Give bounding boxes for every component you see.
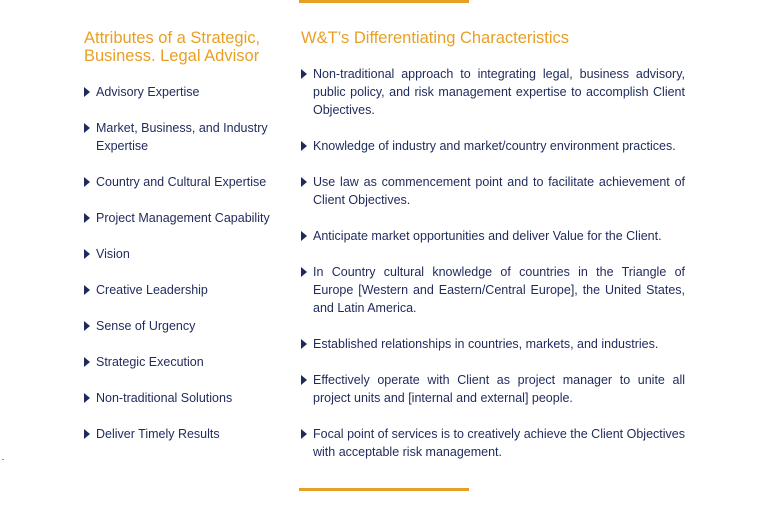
list-item: Creative Leadership — [84, 281, 284, 299]
list-item: Established relationships in countries, … — [301, 335, 685, 353]
list-item: Effectively operate with Client as proje… — [301, 371, 685, 407]
list-item-text: Creative Leadership — [96, 283, 208, 297]
list-item-text: Focal point of services is to creatively… — [313, 427, 685, 459]
triangle-right-icon — [84, 393, 90, 403]
list-item: Sense of Urgency — [84, 317, 284, 335]
triangle-right-icon — [84, 357, 90, 367]
bottom-accent-rule — [299, 488, 469, 491]
list-item-text: Effectively operate with Client as proje… — [313, 373, 685, 405]
list-item: Focal point of services is to creatively… — [301, 425, 685, 461]
triangle-right-icon — [301, 141, 307, 151]
list-item-text: Strategic Execution — [96, 355, 204, 369]
list-item: Deliver Timely Results — [84, 425, 284, 443]
list-item-text: Deliver Timely Results — [96, 427, 220, 441]
list-item: Non-traditional Solutions — [84, 389, 284, 407]
triangle-right-icon — [301, 339, 307, 349]
attributes-list: Advisory Expertise Market, Business, and… — [84, 83, 284, 461]
list-item-text: Sense of Urgency — [96, 319, 196, 333]
list-item: Advisory Expertise — [84, 83, 284, 101]
triangle-right-icon — [301, 177, 307, 187]
list-item: Vision — [84, 245, 284, 263]
list-item: Strategic Execution — [84, 353, 284, 371]
right-column-heading: W&T’s Differentiating Characteristics — [301, 29, 570, 47]
list-item-text: Knowledge of industry and market/country… — [313, 139, 676, 153]
list-item: In Country cultural knowledge of countri… — [301, 263, 685, 317]
list-item: Use law as commencement point and to fac… — [301, 173, 685, 209]
top-accent-rule — [299, 0, 469, 3]
triangle-right-icon — [301, 429, 307, 439]
triangle-right-icon — [84, 429, 90, 439]
list-item: Anticipate market opportunities and deli… — [301, 227, 685, 245]
triangle-right-icon — [301, 231, 307, 241]
list-item-text: Market, Business, and Industry Expertise — [96, 121, 268, 153]
list-item-text: Project Management Capability — [96, 211, 270, 225]
list-item-text: In Country cultural knowledge of countri… — [313, 265, 685, 315]
triangle-right-icon — [301, 375, 307, 385]
triangle-right-icon — [84, 177, 90, 187]
characteristics-list: Non-traditional approach to integrating … — [301, 65, 685, 479]
list-item-text: Country and Cultural Expertise — [96, 175, 267, 189]
list-item: Country and Cultural Expertise — [84, 173, 284, 191]
list-item: Market, Business, and Industry Expertise — [84, 119, 284, 155]
triangle-right-icon — [84, 213, 90, 223]
stray-mark — [2, 459, 4, 460]
list-item: Non-traditional approach to integrating … — [301, 65, 685, 119]
triangle-right-icon — [84, 321, 90, 331]
list-item: Project Management Capability — [84, 209, 284, 227]
triangle-right-icon — [84, 87, 90, 97]
list-item-text: Advisory Expertise — [96, 85, 200, 99]
triangle-right-icon — [84, 249, 90, 259]
list-item-text: Anticipate market opportunities and deli… — [313, 229, 662, 243]
list-item-text: Non-traditional Solutions — [96, 391, 233, 405]
left-column-heading: Attributes of a Strategic, Business. Leg… — [84, 29, 261, 65]
list-item-text: Established relationships in countries, … — [313, 337, 659, 351]
triangle-right-icon — [84, 123, 90, 133]
list-item-text: Non-traditional approach to integrating … — [313, 67, 685, 117]
list-item: Knowledge of industry and market/country… — [301, 137, 685, 155]
triangle-right-icon — [301, 267, 307, 277]
triangle-right-icon — [301, 69, 307, 79]
list-item-text: Use law as commencement point and to fac… — [313, 175, 685, 207]
triangle-right-icon — [84, 285, 90, 295]
list-item-text: Vision — [96, 247, 130, 261]
